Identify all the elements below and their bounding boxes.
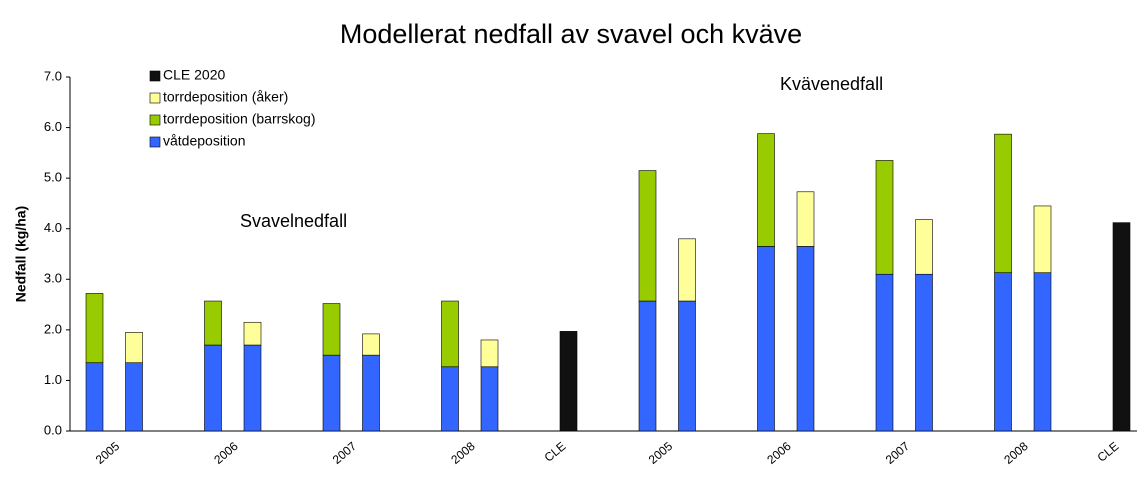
bar-segment: [796, 246, 815, 432]
legend-swatch: [149, 136, 161, 148]
bar-segment: [678, 238, 696, 302]
legend-label: våtdeposition: [163, 133, 246, 149]
bar-segment: [322, 354, 341, 432]
bar-segment: [796, 191, 815, 247]
x-tick-label: CLE: [542, 439, 569, 465]
bar-segment: [125, 332, 143, 364]
bar-segment: [125, 362, 143, 432]
x-tick-label: CLE: [1095, 439, 1122, 465]
x-tick-label: 2006: [211, 439, 241, 467]
x-tick-label: 2008: [448, 439, 478, 467]
x-tick-label: 2005: [646, 439, 676, 467]
y-tick-label: 0.0: [44, 422, 62, 437]
bar-segment: [1033, 205, 1052, 274]
bar-segment: [480, 366, 499, 432]
bar-segment: [480, 339, 499, 368]
legend-label: torrdeposition (barrskog): [163, 111, 316, 127]
annotation: Kvävenedfall: [780, 74, 883, 94]
bar-segment: [441, 366, 459, 432]
bar-segment: [1033, 272, 1052, 432]
bar-segment: [85, 362, 104, 432]
bar-segment: [204, 344, 222, 432]
chart-title: Modellerat nedfall av svavel och kväve: [340, 19, 802, 49]
legend-swatch: [149, 70, 161, 82]
y-tick-label: 5.0: [44, 170, 62, 185]
bar-segment: [994, 272, 1012, 432]
legend-swatch: [149, 92, 161, 104]
y-tick-label: 2.0: [44, 321, 62, 336]
bar-segment: [678, 300, 696, 432]
bar-segment: [204, 300, 222, 346]
bar-segment: [362, 354, 380, 432]
bar-segment: [638, 300, 657, 432]
y-axis-label: Nedfall (kg/ha): [13, 206, 29, 302]
bar-segment: [915, 219, 933, 275]
bar-segment: [322, 303, 341, 356]
bar-segment: [915, 273, 933, 432]
x-tick-label: 2007: [883, 439, 913, 467]
bar-segment: [757, 133, 775, 247]
y-tick-label: 3.0: [44, 271, 62, 286]
bar-segment: [994, 133, 1012, 274]
x-tick-label: 2005: [93, 439, 123, 467]
x-tick-label: 2007: [330, 439, 360, 467]
bar-segment: [559, 331, 578, 432]
bar-segment: [441, 300, 459, 368]
bar-segment: [638, 170, 657, 302]
bar-segment: [875, 273, 894, 432]
bar-segment: [85, 293, 104, 364]
bar-segment: [243, 344, 262, 432]
bar-segment: [1112, 222, 1131, 432]
y-tick-label: 6.0: [44, 119, 62, 134]
x-tick-label: 2008: [1001, 439, 1031, 467]
bar-segment: [875, 160, 894, 275]
y-tick-label: 4.0: [44, 220, 62, 235]
legend-label: CLE 2020: [163, 67, 225, 83]
annotation: Svavelnedfall: [240, 211, 347, 231]
x-tick-label: 2006: [764, 439, 794, 467]
bar-segment: [243, 321, 262, 346]
bar-segment: [757, 246, 775, 432]
legend-swatch: [149, 114, 161, 126]
y-tick-label: 7.0: [44, 68, 62, 83]
y-tick-label: 1.0: [44, 372, 62, 387]
bar-segment: [362, 333, 380, 356]
legend-label: torrdeposition (åker): [163, 89, 288, 105]
